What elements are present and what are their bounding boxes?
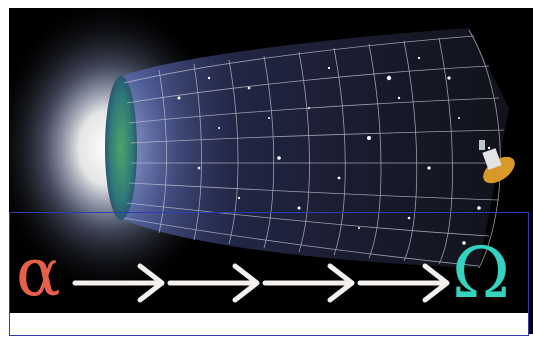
satellite-probe-icon: [479, 140, 515, 184]
alpha-symbol: α: [16, 234, 61, 311]
cmb-disk: [105, 76, 137, 220]
omega-symbol: Ω: [452, 232, 511, 314]
arrow-right-icon: [357, 263, 450, 303]
arrow-right-icon: [167, 263, 260, 303]
arrow-sequence: [72, 263, 450, 303]
sequence-band: [9, 212, 529, 336]
arrow-right-icon: [262, 263, 355, 303]
arrow-right-icon: [72, 263, 165, 303]
